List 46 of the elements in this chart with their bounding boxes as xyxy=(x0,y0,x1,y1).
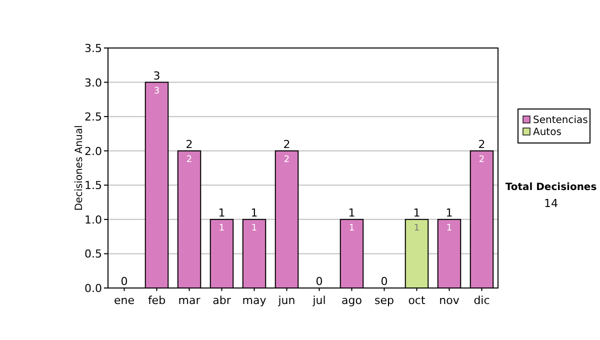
data-label: 2 xyxy=(478,154,485,165)
y-tick-label: 0.5 xyxy=(84,248,102,261)
total-label: 1 xyxy=(218,206,226,220)
data-label: 1 xyxy=(446,223,452,234)
x-tick-label: jun xyxy=(277,294,296,307)
y-tick-label: 3.0 xyxy=(84,76,102,90)
total-label: 3 xyxy=(153,69,160,82)
total-label: 1 xyxy=(446,206,453,220)
total-label: 0 xyxy=(120,275,128,288)
y-tick-label: 2.5 xyxy=(84,110,102,124)
total-label: 0 xyxy=(380,275,388,288)
x-tick-label: feb xyxy=(148,294,166,307)
total-label: 1 xyxy=(413,206,420,220)
text: Total Decisiones xyxy=(505,182,597,193)
y-tick-label: 0.0 xyxy=(84,282,102,295)
legend-label: Autos xyxy=(533,127,562,138)
total-label: 2 xyxy=(478,138,486,151)
x-tick-label: oct xyxy=(408,294,426,307)
data-label: 3 xyxy=(154,86,160,96)
y-tick-label: 2.0 xyxy=(84,144,102,158)
x-tick-label: ene xyxy=(114,294,135,307)
x-tick-label: sep xyxy=(374,294,394,307)
data-label: 1 xyxy=(414,223,420,234)
total-label: 2 xyxy=(186,138,193,151)
data-label: 1 xyxy=(348,223,355,234)
total-label: 0 xyxy=(316,275,323,288)
x-tick-label: abr xyxy=(212,294,232,307)
total-label: 1 xyxy=(250,206,258,220)
x-tick-label: jul xyxy=(312,294,326,307)
data-label: 2 xyxy=(186,154,192,165)
data-label: 1 xyxy=(218,223,225,234)
total-label: 2 xyxy=(283,138,290,151)
x-tick-label: mar xyxy=(178,294,201,307)
y-tick-label: 3.5 xyxy=(84,42,102,55)
legend-label: Sentencias xyxy=(533,115,588,126)
x-tick-label: may xyxy=(242,294,267,307)
y-tick-label: 1.5 xyxy=(84,179,102,192)
data-label: 2 xyxy=(284,154,290,165)
x-tick-label: nov xyxy=(439,294,460,307)
text: 14 xyxy=(544,197,558,210)
y-tick-label: 1.0 xyxy=(84,213,102,226)
total-label: 1 xyxy=(348,206,356,220)
y-axis-title: Decisiones Anual xyxy=(74,125,85,211)
data-label: 1 xyxy=(251,223,258,234)
x-tick-label: dic xyxy=(474,294,490,307)
x-tick-label: ago xyxy=(342,294,362,307)
